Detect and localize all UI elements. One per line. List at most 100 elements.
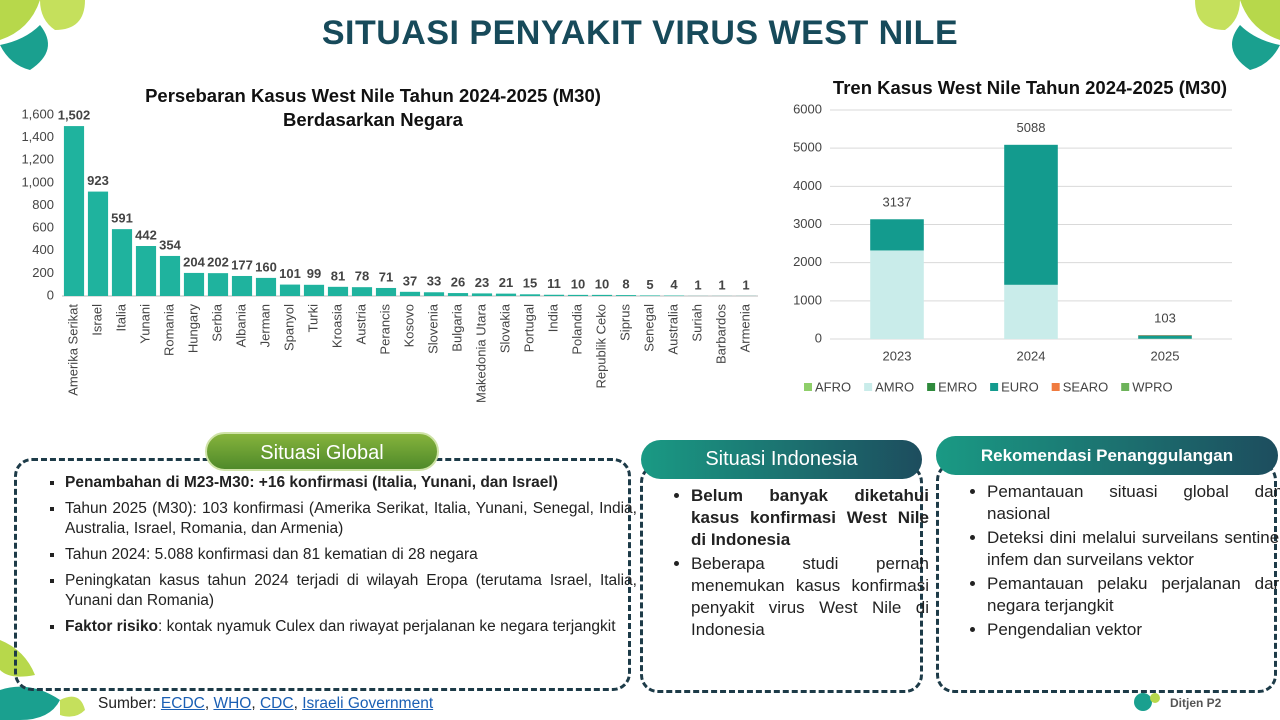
bar [471,293,493,296]
y-tick-label: 200 [32,265,54,280]
x-tick-label: Slovenia [425,303,440,354]
legend-swatch [990,383,999,391]
text: Pemantauan situasi global dan nasional [987,482,1280,523]
x-tick-label: 2023 [883,348,912,363]
data-label: 5 [646,277,653,292]
list-item: Deteksi dini melalui surveilans sentinel… [987,527,1280,571]
bar-segment [1138,335,1192,339]
list-item: Pemantauan situasi global dan nasional [987,481,1280,525]
bar [135,245,157,296]
source-link[interactable]: ECDC [160,695,205,712]
bar [183,272,205,296]
bar [447,293,469,296]
x-tick-label: Serbia [209,303,224,341]
y-tick-label: 3000 [793,216,822,231]
data-label: 78 [355,269,369,284]
data-label: 10 [571,276,585,291]
list-item: Pengendalian vektor [987,619,1280,641]
x-tick-label: 2024 [1017,348,1046,363]
separator: , [293,695,303,712]
x-tick-label: Romania [161,303,176,356]
separator: , [251,695,260,712]
x-tick-label: Jerman [257,304,272,347]
data-label: 71 [379,269,393,284]
data-label: 11 [547,276,561,291]
source-link[interactable]: WHO [213,695,252,712]
bar [207,273,229,296]
global-list: Penambahan di M23-M30: +16 konfirmasi (I… [43,473,637,643]
list-item: Belum banyak diketahui kasus konfirmasi … [691,485,929,551]
list-item: Penambahan di M23-M30: +16 konfirmasi (I… [65,473,637,493]
legend-swatch [1121,383,1130,391]
bar [639,295,661,296]
x-tick-label: Austria [353,303,368,344]
text: Pemantauan pelaku perjalanan dari negara… [987,574,1280,615]
x-tick-label: Amerika Serikat [65,304,80,396]
data-label: 15 [523,276,537,291]
chart-title: Tren Kasus West Nile Tahun 2024-2025 (M3… [832,77,1228,98]
source-link[interactable]: CDC [259,695,294,712]
indonesia-list: Belum banyak diketahui kasus konfirmasi … [669,485,929,643]
y-tick-label: 600 [32,220,54,235]
text: Tahun 2025 (M30): 103 konfirmasi (Amerik… [65,500,637,537]
y-tick-label: 1,400 [21,129,54,144]
bold-text: Penambahan di M23-M30: +16 konfirmasi (I… [65,474,558,491]
list-item: Tahun 2025 (M30): 103 konfirmasi (Amerik… [65,499,637,539]
x-tick-label: Perancis [377,304,392,355]
bar [351,287,373,296]
data-label: 8 [622,277,629,292]
x-tick-label: Portugal [521,304,536,353]
x-tick-label: Suriah [689,304,704,342]
section-header: Situasi Indonesia [641,440,922,479]
y-tick-label: 5000 [793,140,822,155]
section-header: Rekomendasi Penanggulangan [936,436,1278,475]
y-tick-label: 0 [815,330,822,345]
data-label: 33 [427,274,441,289]
x-tick-label: Polandia [569,303,584,354]
bar [231,275,253,296]
chart-title: Persebaran Kasus West Nile Tahun 2024-20… [145,85,601,130]
bar [495,293,517,296]
data-label: 204 [183,254,205,269]
legend-label: AMRO [875,379,914,394]
list-item: Peningkatan kasus tahun 2024 terjadi di … [65,571,637,611]
data-label: 923 [87,173,109,188]
list-item: Faktor risiko: kontak nyamuk Culex dan r… [65,617,637,637]
y-tick-label: 2000 [793,254,822,269]
data-label: 101 [279,266,301,281]
text: Beberapa studi pernah menemukan kasus ko… [691,554,929,639]
data-label: 1 [694,277,701,292]
text: Peningkatan kasus tahun 2024 terjadi di … [65,572,637,609]
bar [279,284,301,296]
x-tick-label: Israel [89,304,104,336]
section-header: Situasi Global [205,432,439,471]
x-tick-label: Spanyol [281,304,296,351]
legend-swatch [1051,383,1060,391]
text: Tahun 2024: 5.088 konfirmasi dan 81 kema… [65,546,478,563]
bar [543,294,565,296]
x-tick-label: Senegal [641,304,656,352]
y-tick-label: 1000 [793,292,822,307]
y-tick-label: 0 [47,287,54,302]
bar [255,277,277,296]
total-label: 3137 [883,195,912,210]
data-label: 81 [331,268,345,283]
x-tick-label: Siprus [617,304,632,341]
legend-label: EURO [1001,379,1039,394]
source-label: Sumber: [98,695,157,712]
legend-label: AFRO [815,379,851,394]
bar-segment [1004,144,1058,285]
x-tick-label: Armenia [737,303,752,352]
bar [567,294,589,296]
x-tick-label: Bulgaria [449,303,464,351]
bar [87,191,109,296]
data-label: 23 [475,275,489,290]
separator: , [204,695,214,712]
data-label: 26 [451,274,465,289]
bar [399,291,421,296]
source-link[interactable]: Israeli Government [302,695,434,712]
data-label: 202 [207,255,229,270]
